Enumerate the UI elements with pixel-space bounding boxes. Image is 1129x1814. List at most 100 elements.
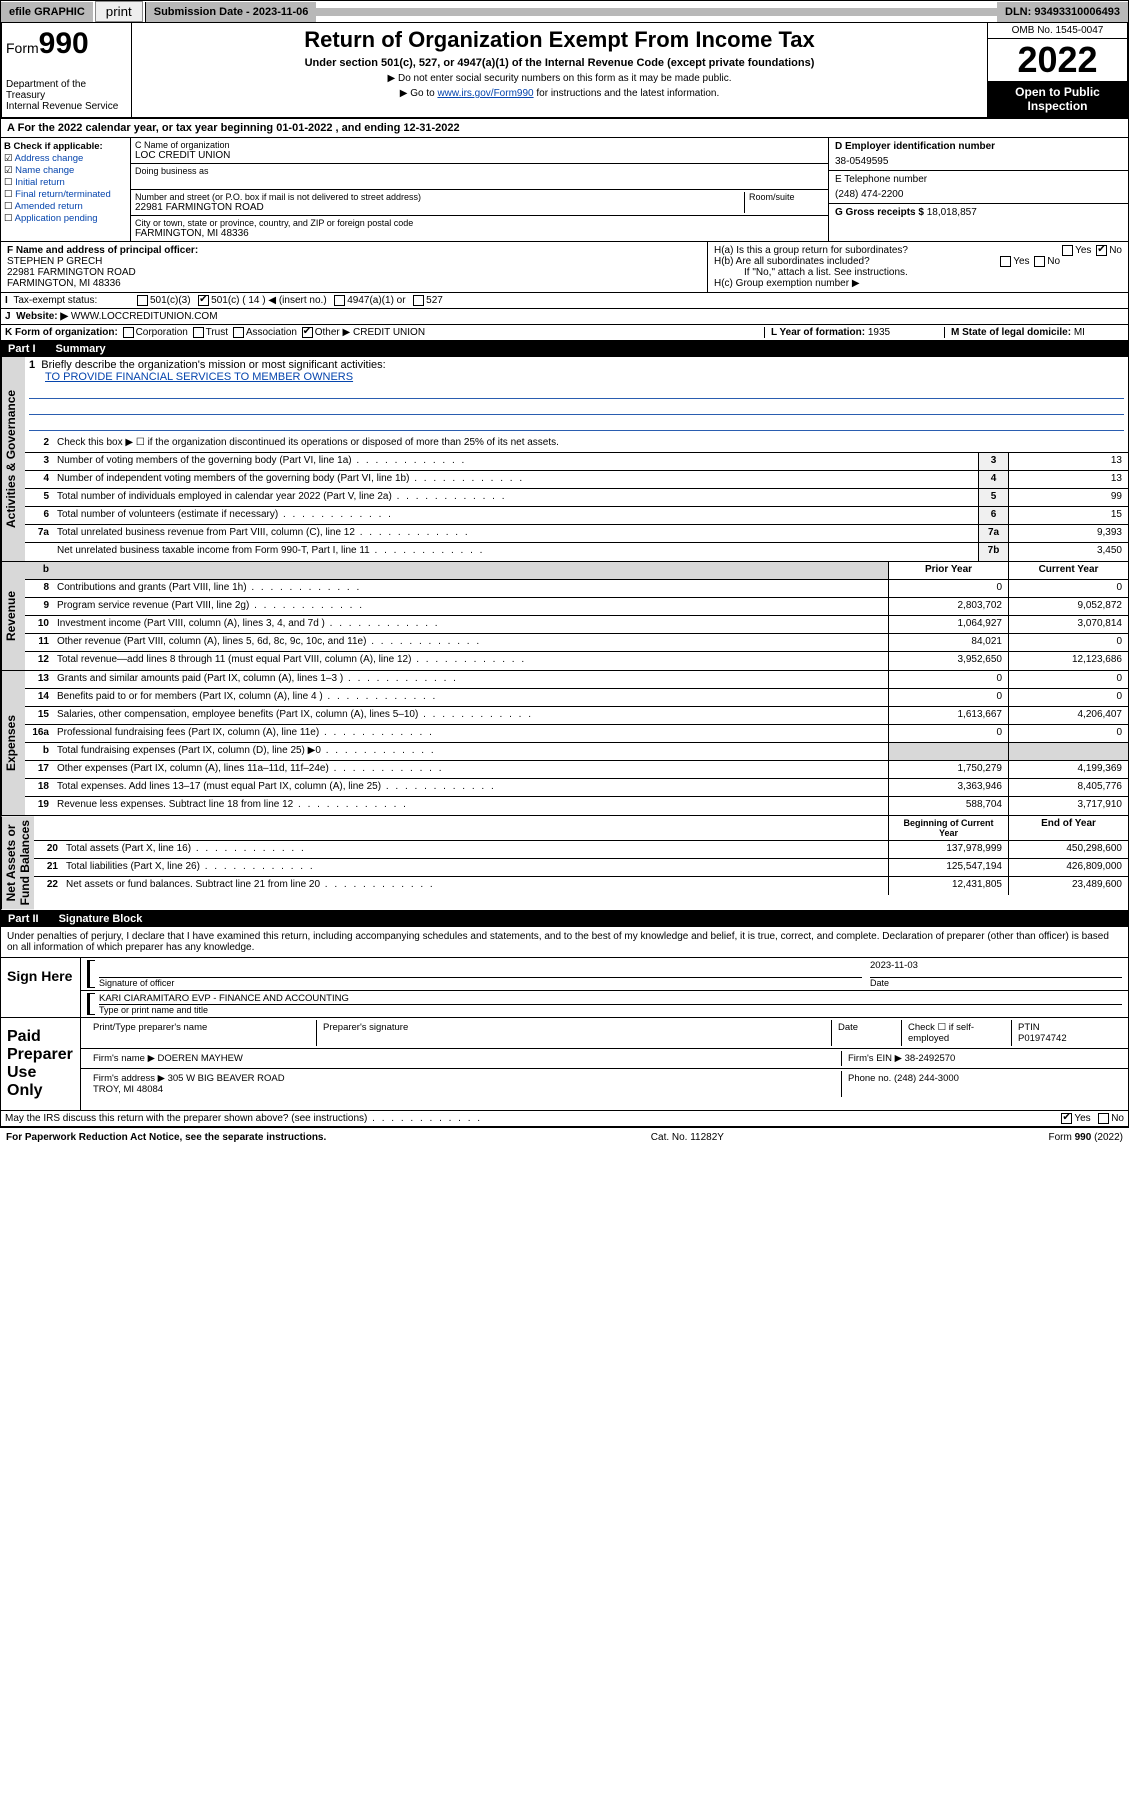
line-klm: K Form of organization: Corporation Trus…	[0, 325, 1129, 341]
i-4947[interactable]	[334, 295, 345, 306]
d-ein: D Employer identification number 38-0549…	[829, 138, 1128, 171]
exp-line: bTotal fundraising expenses (Part IX, co…	[25, 743, 1128, 761]
section-bcdefg: B Check if applicable: ☑ Address change …	[0, 138, 1129, 242]
topbar-spacer	[316, 8, 997, 16]
exp-line: 19Revenue less expenses. Subtract line 1…	[25, 797, 1128, 815]
line-a: A For the 2022 calendar year, or tax yea…	[0, 119, 1129, 138]
submission-date: Submission Date - 2023-11-06	[145, 2, 317, 22]
part1-header: Part I Summary	[0, 341, 1129, 357]
chk-final[interactable]: ☐ Final return/terminated	[4, 189, 127, 200]
paid-preparer-label: Paid Preparer Use Only	[1, 1018, 81, 1110]
chk-address[interactable]: ☑ Address change	[4, 153, 127, 164]
omb-number: OMB No. 1545-0047	[988, 23, 1127, 39]
c-name: C Name of organization LOC CREDIT UNION	[131, 138, 828, 164]
sig-declaration: Under penalties of perjury, I declare th…	[0, 927, 1129, 958]
top-bar: efile GRAPHIC print Submission Date - 20…	[0, 0, 1129, 23]
ag-line: 4Number of independent voting members of…	[25, 471, 1128, 489]
exp-line: 15Salaries, other compensation, employee…	[25, 707, 1128, 725]
ha-no[interactable]	[1096, 245, 1107, 256]
exp-line: 13Grants and similar amounts paid (Part …	[25, 671, 1128, 689]
dln-label: DLN: 93493310006493	[997, 2, 1128, 22]
efile-label: efile GRAPHIC	[1, 2, 93, 22]
summary-na: Net Assets or Fund Balances Beginning of…	[0, 816, 1129, 910]
chk-name[interactable]: ☑ Name change	[4, 165, 127, 176]
paid-preparer-block: Paid Preparer Use Only Print/Type prepar…	[0, 1018, 1129, 1111]
header-mid: Return of Organization Exempt From Incom…	[132, 23, 987, 117]
c-dba: Doing business as	[131, 164, 828, 190]
rev-line: 8Contributions and grants (Part VIII, li…	[25, 580, 1128, 598]
rev-line: 12Total revenue—add lines 8 through 11 (…	[25, 652, 1128, 670]
ag-line: 6Total number of volunteers (estimate if…	[25, 507, 1128, 525]
i-501c[interactable]	[198, 295, 209, 306]
tax-year: 2022	[988, 39, 1127, 81]
side-ag: Activities & Governance	[1, 357, 25, 561]
form-subtitle: Under section 501(c), 527, or 4947(a)(1)…	[136, 57, 983, 69]
col-d: D Employer identification number 38-0549…	[828, 138, 1128, 241]
page-footer: For Paperwork Reduction Act Notice, see …	[0, 1127, 1129, 1147]
side-rev: Revenue	[1, 562, 25, 670]
summary-ag: Activities & Governance 1 Briefly descri…	[0, 357, 1129, 562]
rev-hdr: b Prior Year Current Year	[25, 562, 1128, 580]
sign-here-block: Sign Here Signature of officer 2023-11-0…	[0, 958, 1129, 1018]
e-phone: E Telephone number (248) 474-2200	[829, 171, 1128, 204]
h-a: H(a) Is this a group return for subordin…	[714, 245, 1122, 256]
col-c: C Name of organization LOC CREDIT UNION …	[131, 138, 828, 241]
form-number: 990	[39, 27, 89, 60]
rev-line: 11Other revenue (Part VIII, column (A), …	[25, 634, 1128, 652]
i-527[interactable]	[413, 295, 424, 306]
i-501c3[interactable]	[137, 295, 148, 306]
ag-line: Net unrelated business taxable income fr…	[25, 543, 1128, 561]
exp-line: 16aProfessional fundraising fees (Part I…	[25, 725, 1128, 743]
h-b: H(b) Are all subordinates included? Yes …	[714, 256, 1122, 267]
na-line: 22Net assets or fund balances. Subtract …	[34, 877, 1128, 895]
na-line: 21Total liabilities (Part X, line 26)125…	[34, 859, 1128, 877]
form-word: Form	[6, 40, 39, 56]
chk-amended[interactable]: ☐ Amended return	[4, 201, 127, 212]
col-b: B Check if applicable: ☑ Address change …	[1, 138, 131, 241]
summary-exp: Expenses 13Grants and similar amounts pa…	[0, 671, 1129, 816]
discuss-yes[interactable]	[1061, 1113, 1072, 1124]
print-button[interactable]: print	[95, 1, 143, 22]
ag-line: 7aTotal unrelated business revenue from …	[25, 525, 1128, 543]
summary-rev: Revenue b Prior Year Current Year 8Contr…	[0, 562, 1129, 671]
form-header: Form990 Department of the Treasury Inter…	[0, 23, 1129, 119]
dept-label: Department of the Treasury Internal Reve…	[6, 79, 127, 112]
discuss-line: May the IRS discuss this return with the…	[0, 1111, 1129, 1127]
form-note2: ▶ Go to www.irs.gov/Form990 for instruct…	[136, 88, 983, 99]
irs-link[interactable]: www.irs.gov/Form990	[437, 88, 533, 99]
form-title: Return of Organization Exempt From Incom…	[136, 27, 983, 53]
discuss-no[interactable]	[1098, 1113, 1109, 1124]
line-i: I Tax-exempt status: 501(c)(3) 501(c) ( …	[0, 293, 1129, 309]
sig-officer-line: Signature of officer 2023-11-03 Date	[81, 958, 1128, 991]
rev-line: 10Investment income (Part VIII, column (…	[25, 616, 1128, 634]
line-2: 2Check this box ▶ ☐ if the organization …	[25, 435, 1128, 453]
header-left: Form990 Department of the Treasury Inter…	[2, 23, 132, 117]
h-c: H(c) Group exemption number ▶	[714, 278, 1122, 289]
line-j: J Website: ▶ WWW.LOCCREDITUNION.COM	[0, 309, 1129, 325]
h-b-note: If "No," attach a list. See instructions…	[714, 267, 1122, 278]
ag-line: 5Total number of individuals employed in…	[25, 489, 1128, 507]
tax-year-range: A For the 2022 calendar year, or tax yea…	[1, 119, 466, 137]
g-gross: G Gross receipts $ 18,018,857	[829, 204, 1128, 221]
chk-app[interactable]: ☐ Application pending	[4, 213, 127, 224]
exp-line: 18Total expenses. Add lines 13–17 (must …	[25, 779, 1128, 797]
sign-here-label: Sign Here	[1, 958, 81, 1017]
na-line: 20Total assets (Part X, line 16)137,978,…	[34, 841, 1128, 859]
part2-header: Part II Signature Block	[0, 911, 1129, 927]
open-inspection: Open to Public Inspection	[988, 81, 1127, 117]
hb-yes[interactable]	[1000, 256, 1011, 267]
line-1: 1 Briefly describe the organization's mi…	[25, 357, 1128, 435]
c-city: City or town, state or province, country…	[131, 216, 828, 241]
col-h: H(a) Is this a group return for subordin…	[708, 242, 1128, 292]
sig-name-line: KARI CIARAMITARO EVP - FINANCE AND ACCOU…	[81, 991, 1128, 1017]
chk-initial[interactable]: ☐ Initial return	[4, 177, 127, 188]
header-right: OMB No. 1545-0047 2022 Open to Public In…	[987, 23, 1127, 117]
side-exp: Expenses	[1, 671, 25, 815]
section-fh: F Name and address of principal officer:…	[0, 242, 1129, 293]
ha-yes[interactable]	[1062, 245, 1073, 256]
b-header: B Check if applicable:	[4, 141, 127, 152]
exp-line: 14Benefits paid to or for members (Part …	[25, 689, 1128, 707]
hb-no[interactable]	[1034, 256, 1045, 267]
exp-line: 17Other expenses (Part IX, column (A), l…	[25, 761, 1128, 779]
rev-line: 9Program service revenue (Part VIII, lin…	[25, 598, 1128, 616]
